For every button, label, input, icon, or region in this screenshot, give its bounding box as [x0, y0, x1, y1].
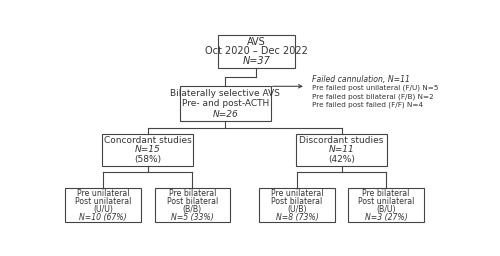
Text: N=8 (73%): N=8 (73%): [276, 213, 318, 222]
Text: Post bilateral: Post bilateral: [272, 197, 322, 206]
Text: Post bilateral: Post bilateral: [166, 197, 218, 206]
Text: AVS: AVS: [247, 37, 266, 47]
FancyBboxPatch shape: [348, 188, 424, 222]
Text: Post unilateral: Post unilateral: [75, 197, 132, 206]
Text: (58%): (58%): [134, 155, 162, 164]
Text: N=26: N=26: [212, 110, 238, 119]
FancyBboxPatch shape: [180, 87, 271, 121]
Text: Pre failed post failed (F/F) N=4: Pre failed post failed (F/F) N=4: [312, 102, 424, 108]
Text: N=37: N=37: [242, 56, 270, 66]
FancyBboxPatch shape: [66, 188, 141, 222]
FancyBboxPatch shape: [154, 188, 230, 222]
Text: (U/U): (U/U): [93, 205, 113, 214]
Text: Pre bilateral: Pre bilateral: [362, 189, 410, 198]
FancyBboxPatch shape: [218, 35, 295, 68]
Text: Pre bilateral: Pre bilateral: [168, 189, 216, 198]
Text: (B/B): (B/B): [183, 205, 202, 214]
Text: (42%): (42%): [328, 155, 355, 164]
Text: Pre unilateral: Pre unilateral: [77, 189, 130, 198]
Text: Discordant studies: Discordant studies: [300, 136, 384, 145]
FancyBboxPatch shape: [102, 134, 194, 166]
Text: N=11: N=11: [328, 145, 354, 154]
Text: N=5 (33%): N=5 (33%): [171, 213, 214, 222]
Text: (B/U): (B/U): [376, 205, 396, 214]
Text: Post unilateral: Post unilateral: [358, 197, 414, 206]
Text: Pre unilateral: Pre unilateral: [270, 189, 323, 198]
Text: (U/B): (U/B): [287, 205, 306, 214]
FancyBboxPatch shape: [296, 134, 387, 166]
Text: Oct 2020 – Dec 2022: Oct 2020 – Dec 2022: [205, 46, 308, 56]
FancyBboxPatch shape: [259, 188, 334, 222]
Text: Pre failed post unilateral (F/U) N=5: Pre failed post unilateral (F/U) N=5: [312, 84, 439, 91]
Text: N=10 (67%): N=10 (67%): [80, 213, 127, 222]
Text: Pre- and post-ACTH: Pre- and post-ACTH: [182, 99, 269, 108]
Text: N=15: N=15: [135, 145, 160, 154]
Text: Bilaterally selective AVS: Bilaterally selective AVS: [170, 89, 280, 98]
Text: Failed cannulation, N=11: Failed cannulation, N=11: [312, 74, 410, 83]
Text: Pre failed post bilateral (F/B) N=2: Pre failed post bilateral (F/B) N=2: [312, 93, 434, 100]
Text: Concordant studies: Concordant studies: [104, 136, 192, 145]
Text: N=3 (27%): N=3 (27%): [364, 213, 408, 222]
